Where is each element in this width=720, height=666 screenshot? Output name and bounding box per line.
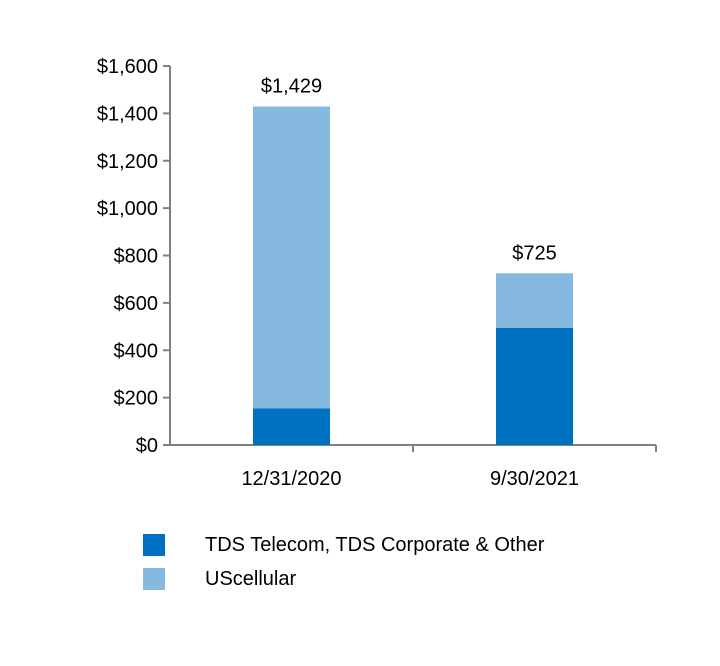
x-tick-label: 12/31/2020: [241, 468, 341, 490]
y-tick-label: $1,400: [97, 103, 158, 125]
total-data-label: $1,429: [261, 76, 322, 98]
legend-label-uscellular: UScellular: [205, 567, 297, 590]
y-tick-label: $1,000: [97, 198, 158, 220]
y-tick-label: $0: [136, 435, 158, 457]
legend-item-uscellular: UScellular: [143, 562, 544, 596]
legend-swatch-uscellular: [143, 568, 165, 590]
y-tick-label: $400: [114, 340, 159, 362]
y-tick-label: $800: [114, 246, 159, 268]
bar-segment-tds: [253, 408, 330, 445]
legend: TDS Telecom, TDS Corporate & Other UScel…: [143, 528, 544, 596]
y-tick-label: $1,600: [97, 56, 158, 78]
total-data-label: $725: [512, 242, 557, 264]
bar-segment-tds: [496, 327, 573, 445]
bar-segment-uscellular: [253, 106, 330, 409]
bar-segment-uscellular: [496, 273, 573, 328]
x-tick-label: 9/30/2021: [490, 468, 579, 490]
legend-swatch-tds: [143, 534, 165, 556]
y-tick-label: $600: [114, 293, 159, 315]
chart: $0 $200 $400 $600 $800 $1,000 $1,200 $1,400 $1,6…: [97, 56, 657, 490]
legend-item-tds: TDS Telecom, TDS Corporate & Other: [143, 528, 544, 562]
y-tick-label: $200: [114, 388, 159, 410]
y-tick-label: $1,200: [97, 151, 158, 173]
legend-label-tds: TDS Telecom, TDS Corporate & Other: [205, 533, 545, 556]
